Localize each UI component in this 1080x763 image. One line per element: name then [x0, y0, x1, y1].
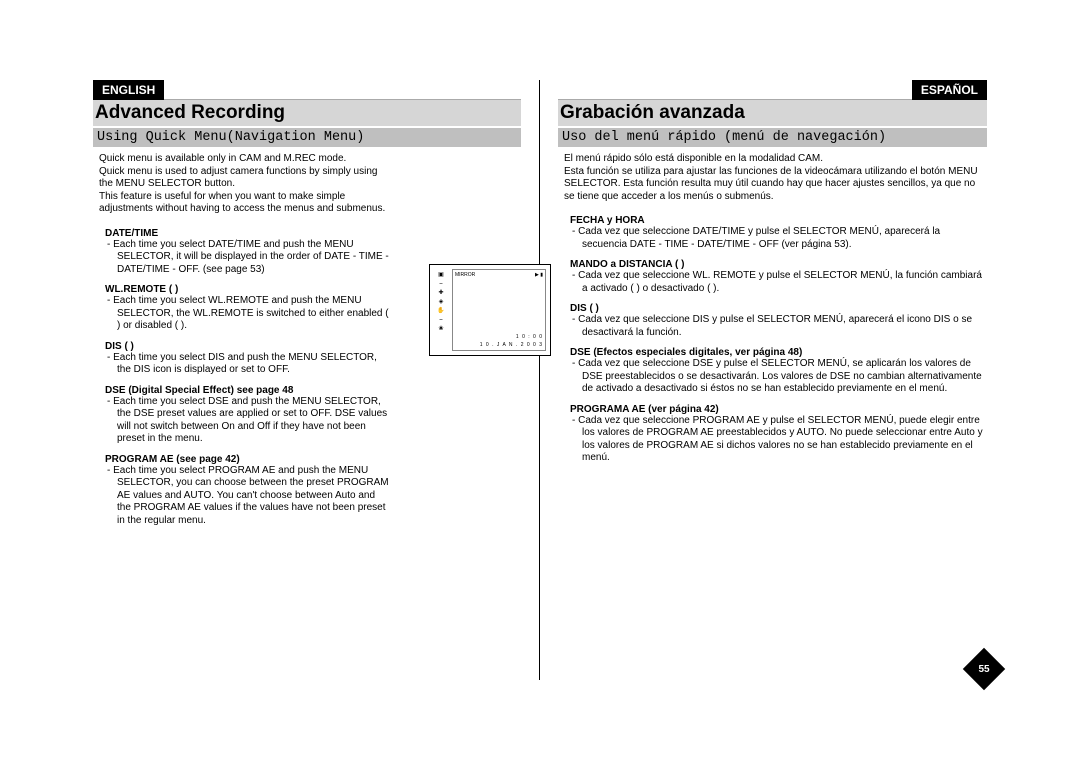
lcd-icon: ❀ — [434, 325, 448, 334]
lcd-icon: ⎯ — [434, 316, 448, 325]
lcd-icon: ▣ — [434, 271, 448, 280]
title-left: Advanced Recording — [93, 99, 521, 126]
title-right: Grabación avanzada — [558, 99, 987, 126]
lcd-date: 1 0 . J A N . 2 0 0 3 — [480, 342, 543, 348]
h-programae: PROGRAM AE (see page 42) — [93, 454, 393, 465]
lcd-icon: ✚ — [434, 289, 448, 298]
b-fecha: Cada vez que seleccione DATE/TIME y puls… — [558, 226, 987, 251]
lcd-icon: ⎯ — [434, 280, 448, 289]
h-dse-r: DSE (Efectos especiales digitales, ver p… — [558, 347, 987, 358]
b-datetime: Each time you select DATE/TIME and push … — [93, 239, 393, 277]
h-mando: MANDO a DISTANCIA ( ) — [558, 259, 987, 270]
page-number: 55 — [969, 654, 999, 684]
lcd-diagram: ▣ ⎯ ✚ ◈ ✋ ⎯ ❀ MIRROR ▶ ▮ 1 0 : 0 0 1 0 .… — [429, 264, 551, 356]
subtitle-right: Uso del menú rápido (menú de navegación) — [558, 128, 987, 147]
h-dis: DIS ( ) — [93, 341, 393, 352]
lang-tag-english: ENGLISH — [93, 80, 164, 100]
b-dis: Each time you select DIS and push the ME… — [93, 352, 393, 377]
lcd-icon: ✋ — [434, 307, 448, 316]
intro-right: El menú rápido sólo está disponible en l… — [558, 147, 987, 207]
lcd-icon: ◈ — [434, 298, 448, 307]
lcd-screen: MIRROR ▶ ▮ 1 0 : 0 0 1 0 . J A N . 2 0 0… — [452, 269, 546, 351]
lcd-top-label: MIRROR — [455, 272, 475, 278]
manual-page: ENGLISH Advanced Recording Using Quick M… — [85, 80, 995, 680]
b-dse-r: Cada vez que seleccione DSE y pulse el S… — [558, 358, 987, 396]
b-dis-r: Cada vez que seleccione DIS y pulse el S… — [558, 314, 987, 339]
lcd-side-icons: ▣ ⎯ ✚ ◈ ✋ ⎯ ❀ — [434, 271, 448, 334]
left-column: ENGLISH Advanced Recording Using Quick M… — [85, 80, 540, 680]
b-wlremote: Each time you select WL.REMOTE and push … — [93, 295, 393, 333]
b-programae-r: Cada vez que seleccione PROGRAM AE y pul… — [558, 415, 987, 465]
b-programae: Each time you select PROGRAM AE and push… — [93, 465, 393, 528]
lang-tag-espanol: ESPAÑOL — [912, 80, 987, 100]
h-dse: DSE (Digital Special Effect) see page 48 — [93, 385, 393, 396]
h-programae-r: PROGRAMA AE (ver página 42) — [558, 404, 987, 415]
subtitle-left: Using Quick Menu(Navigation Menu) — [93, 128, 521, 147]
right-column: ESPAÑOL Grabación avanzada Uso del menú … — [540, 80, 995, 680]
h-fecha: FECHA y HORA — [558, 215, 987, 226]
h-dis-r: DIS ( ) — [558, 303, 987, 314]
b-dse: Each time you select DSE and push the ME… — [93, 396, 393, 446]
lcd-time: 1 0 : 0 0 — [516, 334, 543, 340]
page-number-badge: 55 — [969, 654, 999, 684]
intro-left: Quick menu is available only in CAM and … — [93, 147, 393, 220]
h-datetime: DATE/TIME — [93, 228, 393, 239]
h-wlremote: WL.REMOTE ( ) — [93, 284, 393, 295]
b-mando: Cada vez que seleccione WL. REMOTE y pul… — [558, 270, 987, 295]
